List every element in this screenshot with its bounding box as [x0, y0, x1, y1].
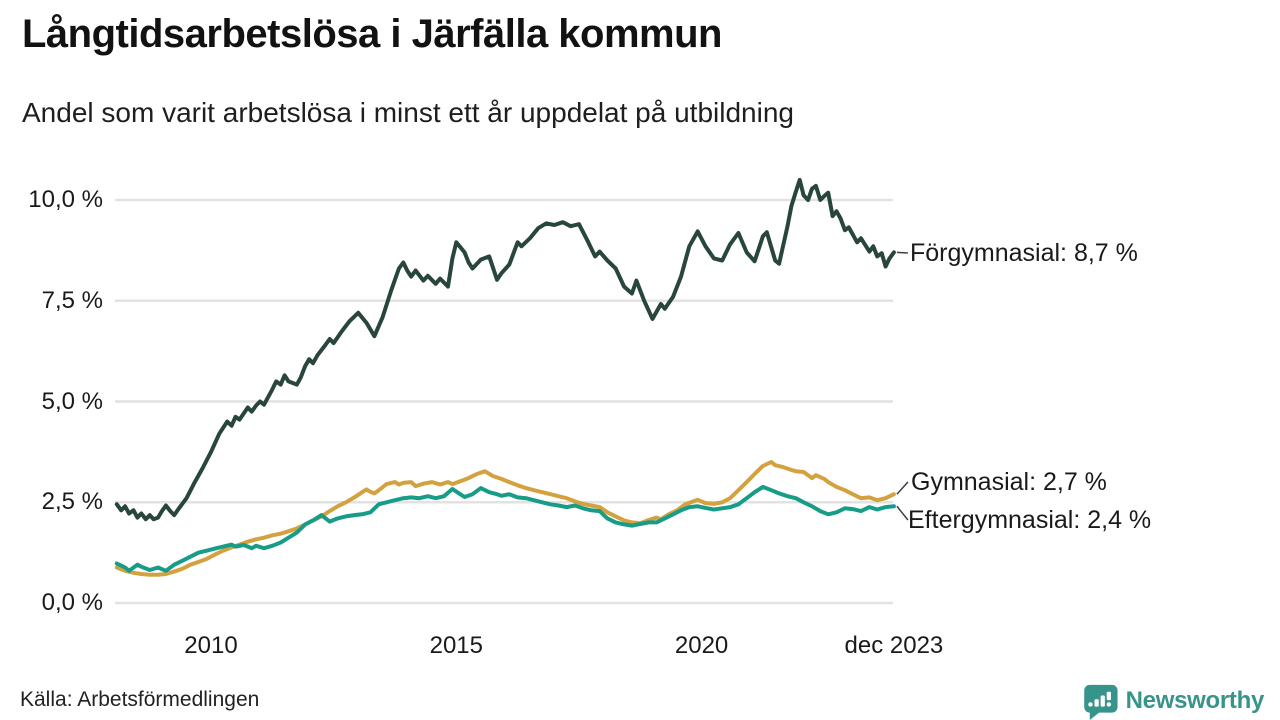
source-note: Källa: Arbetsförmedlingen — [20, 688, 260, 711]
newsworthy-logo: Newsworthy — [1081, 682, 1264, 720]
subtitle: Andel som varit arbetslösa i minst ett å… — [22, 97, 794, 128]
label-connector — [896, 505, 909, 521]
series-line-gymnasial — [114, 460, 896, 577]
series-line-förgymnasial — [114, 177, 896, 522]
series-label-eftergymnasial: Eftergymnasial: 2,4 % — [908, 506, 1152, 534]
y-tick-label: 7,5 % — [41, 286, 103, 314]
x-tick-label: 2015 — [429, 632, 483, 659]
y-tick-label: 10,0 % — [28, 186, 103, 213]
y-tick-label: 0,0 % — [41, 589, 103, 616]
x-tick-label: 2010 — [184, 632, 238, 659]
page-title: Långtidsarbetslösa i Järfälla kommun — [22, 12, 723, 56]
y-tick-label: 2,5 % — [41, 488, 103, 516]
x-tick-label: dec 2023 — [844, 632, 944, 659]
label-connector — [896, 251, 908, 254]
series-label-forgymnasial: Förgymnasial: 8,7 % — [910, 239, 1138, 267]
label-connector — [896, 481, 909, 495]
series-label-gymnasial: Gymnasial: 2,7 % — [911, 468, 1107, 496]
newsworthy-logo-icon — [1083, 684, 1118, 720]
x-tick-label: 2020 — [674, 632, 729, 659]
y-tick-label: 5,0 % — [41, 387, 103, 415]
series-line-eftergymnasial — [114, 484, 896, 573]
newsworthy-wordmark: Newsworthy — [1125, 687, 1265, 714]
